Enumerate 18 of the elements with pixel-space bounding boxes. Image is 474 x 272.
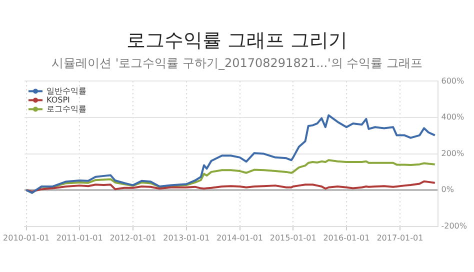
x-tick-label: 2015-01-01 bbox=[270, 233, 316, 242]
x-tick-label: 2011-01-01 bbox=[56, 233, 103, 242]
x-tick-label: 2010-01-01 bbox=[3, 233, 50, 242]
chart-title: 로그수익률 그래프 그리기 bbox=[126, 29, 348, 52]
legend-label: KOSPI bbox=[46, 95, 70, 104]
x-tick-label: 2013-01-01 bbox=[163, 233, 210, 242]
x-tick-label: 2012-01-01 bbox=[110, 233, 156, 242]
y-tick-label: -200% bbox=[441, 221, 468, 230]
chart-subtitle: 시뮬레이션 '로그수익률 구하기_201708291821...'의 수익률 그래프 bbox=[52, 56, 422, 70]
y-tick-label: 400% bbox=[441, 112, 465, 122]
x-tick-label: 2014-01-01 bbox=[216, 233, 264, 242]
x-tick-label: 2017-01-01 bbox=[376, 233, 424, 242]
y-tick-label: 200% bbox=[441, 148, 465, 158]
legend-label: 로그수익률 bbox=[46, 104, 87, 114]
x-tick-label: 2016-01-01 bbox=[323, 233, 370, 242]
y-tick-label: 0% bbox=[441, 185, 454, 194]
legend-label: 일반수익률 bbox=[46, 86, 87, 96]
y-tick-label: 600% bbox=[441, 76, 465, 86]
